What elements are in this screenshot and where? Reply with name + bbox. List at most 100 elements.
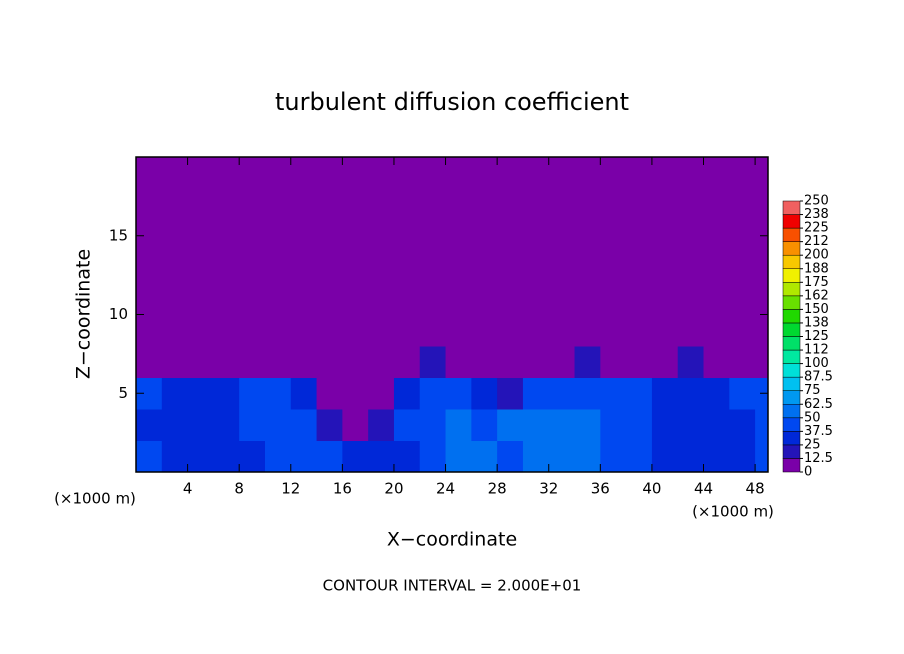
field-cell xyxy=(316,377,343,410)
field-cell xyxy=(626,440,653,472)
field-cell xyxy=(729,188,756,221)
colorbar-label: 87.5 xyxy=(804,370,833,385)
field-cell xyxy=(264,251,292,284)
x-tick-label: 44 xyxy=(694,480,713,498)
field-cell xyxy=(755,440,768,472)
colorbar-swatch xyxy=(782,336,801,351)
field-cell xyxy=(239,251,266,284)
field-cell xyxy=(626,409,653,441)
field-cell xyxy=(677,346,705,378)
colorbar-swatch xyxy=(782,295,801,310)
field-cell xyxy=(600,283,627,315)
field-cell xyxy=(393,157,421,189)
field-cell xyxy=(187,409,214,441)
field-cell xyxy=(651,409,679,441)
field-cell xyxy=(316,314,343,347)
field-cell xyxy=(497,440,524,472)
field-cell xyxy=(600,188,627,221)
field-cell xyxy=(136,157,163,189)
field-cell xyxy=(703,251,730,284)
field-cell xyxy=(264,346,292,378)
field-cell xyxy=(342,188,369,221)
field-cell xyxy=(290,409,318,441)
field-cell xyxy=(729,251,756,284)
x-unit-right: (×1000 m) xyxy=(692,503,774,521)
field-cell xyxy=(522,409,550,441)
colorbar-label: 62.5 xyxy=(804,397,833,412)
field-cell xyxy=(239,283,266,315)
field-cell xyxy=(136,314,163,347)
field-cell xyxy=(729,283,756,315)
field-cell xyxy=(755,346,768,378)
field-cell xyxy=(651,314,679,347)
field-cell xyxy=(755,188,768,221)
field-cell xyxy=(677,220,705,252)
field-cell xyxy=(600,440,627,472)
x-tick-label: 36 xyxy=(591,480,610,498)
field-cell xyxy=(187,157,214,189)
colorbar-label: 150 xyxy=(804,302,829,317)
field-cell xyxy=(497,346,524,378)
field-cell xyxy=(729,346,756,378)
field-cell xyxy=(755,409,768,441)
colorbar-label: 250 xyxy=(804,194,829,209)
field-cell xyxy=(574,440,601,472)
field-cell xyxy=(729,377,756,410)
field-cell xyxy=(651,346,679,378)
field-cell xyxy=(264,283,292,315)
colorbar-label: 100 xyxy=(804,356,829,371)
field-cell xyxy=(626,346,653,378)
field-cell xyxy=(290,251,318,284)
field-cell xyxy=(548,188,576,221)
field-cell xyxy=(136,346,163,378)
field-cell xyxy=(419,440,447,472)
colorbar-label: 212 xyxy=(804,234,829,249)
field-cell xyxy=(522,377,550,410)
x-tick-label: 28 xyxy=(488,480,507,498)
field-cell xyxy=(703,157,730,189)
colorbar-swatch xyxy=(782,200,801,215)
field-cell xyxy=(213,251,240,284)
field-cell xyxy=(342,283,369,315)
field-cell xyxy=(471,440,498,472)
colorbar-label: 50 xyxy=(804,410,821,425)
field-cell xyxy=(677,440,705,472)
field-cell xyxy=(290,188,318,221)
colorbar-swatch xyxy=(782,390,801,405)
field-cell xyxy=(316,157,343,189)
field-cell xyxy=(290,314,318,347)
field-cell xyxy=(471,251,498,284)
field-cell xyxy=(264,377,292,410)
field-cell xyxy=(600,157,627,189)
colorbar-swatch xyxy=(782,444,801,459)
field-cell xyxy=(213,440,240,472)
field-cell xyxy=(548,377,576,410)
field-cell xyxy=(161,314,189,347)
x-tick-label: 20 xyxy=(384,480,403,498)
field-cell xyxy=(342,377,369,410)
field-cell xyxy=(600,314,627,347)
field-cell xyxy=(264,220,292,252)
field-cell xyxy=(548,346,576,378)
field-cell xyxy=(677,377,705,410)
colorbar-swatch xyxy=(782,268,801,283)
field-cell xyxy=(213,377,240,410)
field-cell xyxy=(651,220,679,252)
field-cell xyxy=(239,220,266,252)
field-cell xyxy=(574,346,601,378)
colorbar-label: 37.5 xyxy=(804,424,833,439)
field-cell xyxy=(316,346,343,378)
field-cell xyxy=(393,188,421,221)
field-cell xyxy=(264,157,292,189)
field-cell xyxy=(574,188,601,221)
field-cell xyxy=(729,220,756,252)
field xyxy=(136,157,768,472)
field-cell xyxy=(368,314,395,347)
field-cell xyxy=(187,251,214,284)
field-cell xyxy=(368,377,395,410)
field-cell xyxy=(445,346,472,378)
field-cell xyxy=(316,440,343,472)
x-tick-label: 48 xyxy=(746,480,765,498)
field-cell xyxy=(316,283,343,315)
field-cell xyxy=(239,157,266,189)
